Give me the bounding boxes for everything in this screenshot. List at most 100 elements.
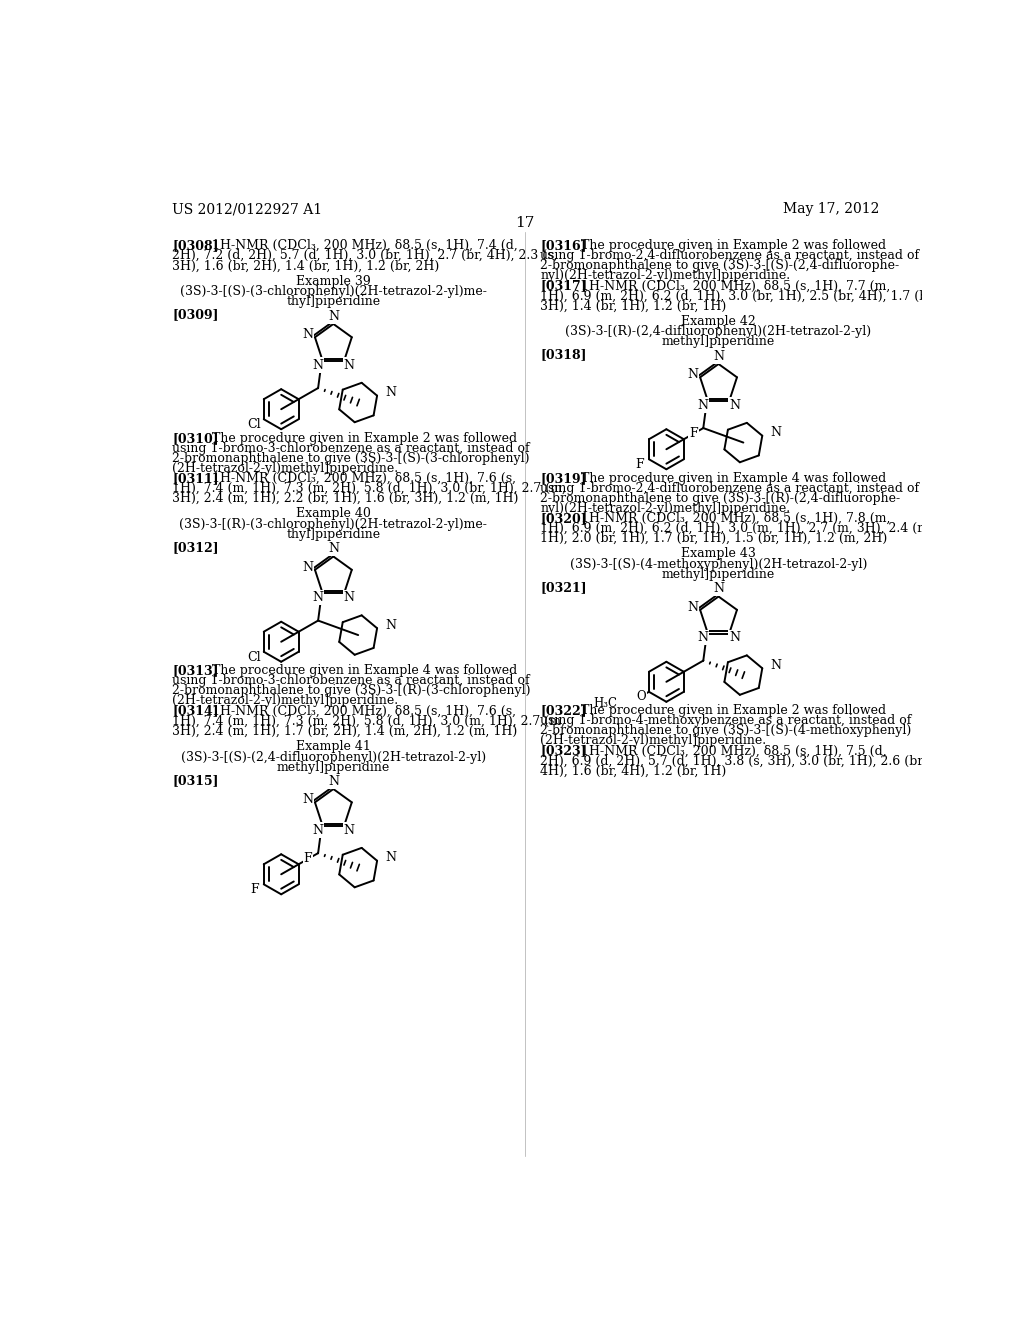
Text: methyl]piperidine: methyl]piperidine [662,568,775,581]
Text: [0318]: [0318] [541,348,587,362]
Text: [0316]: [0316] [541,239,587,252]
Text: (2H-tetrazol-2-yl)methyl]piperidine.: (2H-tetrazol-2-yl)methyl]piperidine. [541,734,766,747]
Text: N: N [385,387,396,399]
Text: Example 39: Example 39 [296,275,371,288]
Text: 3H), 1.6 (br, 2H), 1.4 (br, 1H), 1.2 (br, 2H): 3H), 1.6 (br, 2H), 1.4 (br, 1H), 1.2 (br… [172,259,439,272]
Text: N: N [687,601,698,614]
Text: 1H), 2.0 (br, 1H), 1.7 (br, 1H), 1.5 (br, 1H), 1.2 (m, 2H): 1H), 2.0 (br, 1H), 1.7 (br, 1H), 1.5 (br… [541,532,888,545]
Text: N: N [302,329,313,342]
Text: 1H), 7.4 (m, 1H), 7.3 (m, 2H), 5.8 (d, 1H), 3.0 (br, 1H), 2.7 (m,: 1H), 7.4 (m, 1H), 7.3 (m, 2H), 5.8 (d, 1… [172,482,566,495]
Text: Example 40: Example 40 [296,507,371,520]
Text: Cl: Cl [248,651,261,664]
Text: 1H-NMR (CDCl₃, 200 MHz), δ8.5 (s, 1H), 7.4 (d,: 1H-NMR (CDCl₃, 200 MHz), δ8.5 (s, 1H), 7… [212,239,518,252]
Text: N: N [344,824,355,837]
Text: 1H-NMR (CDCl₃, 200 MHz), δ8.5 (s, 1H), 7.6 (s,: 1H-NMR (CDCl₃, 200 MHz), δ8.5 (s, 1H), 7… [212,471,516,484]
Text: [0311]: [0311] [172,471,219,484]
Text: US 2012/0122927 A1: US 2012/0122927 A1 [172,202,323,216]
Text: [0310]: [0310] [172,432,219,445]
Text: (2H-tetrazol-2-yl)methyl]piperidine.: (2H-tetrazol-2-yl)methyl]piperidine. [172,694,398,708]
Text: [0319]: [0319] [541,471,587,484]
Text: [0320]: [0320] [541,512,587,525]
Text: [0314]: [0314] [172,705,219,717]
Text: N: N [713,350,724,363]
Text: N: N [344,591,355,605]
Text: N: N [312,824,323,837]
Text: [0321]: [0321] [541,581,587,594]
Text: [0317]: [0317] [541,280,587,292]
Text: H₃C: H₃C [593,697,617,710]
Text: N: N [770,659,781,672]
Text: N: N [302,793,313,807]
Text: 2-bromonaphthalene to give (3S)-3-[(S)-(4-methoxyphenyl): 2-bromonaphthalene to give (3S)-3-[(S)-(… [541,725,911,738]
Text: (3S)-3-[(R)-(3-chlorophenyl)(2H-tetrazol-2-yl)me-: (3S)-3-[(R)-(3-chlorophenyl)(2H-tetrazol… [179,517,487,531]
Text: 1H-NMR (CDCl₃, 200 MHz), δ8.5 (s, 1H), 7.7 (m,: 1H-NMR (CDCl₃, 200 MHz), δ8.5 (s, 1H), 7… [581,280,890,292]
Text: 4H), 1.6 (br, 4H), 1.2 (br, 1H): 4H), 1.6 (br, 4H), 1.2 (br, 1H) [541,764,727,777]
Text: [0309]: [0309] [172,309,219,322]
Text: [0315]: [0315] [172,774,219,787]
Text: methyl]piperidine: methyl]piperidine [276,760,390,774]
Text: 3H), 2.4 (m, 1H), 1.7 (br, 2H), 1.4 (m, 2H), 1.2 (m, 1H): 3H), 2.4 (m, 1H), 1.7 (br, 2H), 1.4 (m, … [172,725,517,738]
Text: [0323]: [0323] [541,744,587,758]
Text: N: N [302,561,313,574]
Text: May 17, 2012: May 17, 2012 [783,202,880,216]
Text: using 1-bromo-4-methoxybenzene as a reactant, instead of: using 1-bromo-4-methoxybenzene as a reac… [541,714,911,727]
Text: 1H-NMR (CDCl₃, 200 MHz), δ8.5 (s, 1H), 7.5 (d,: 1H-NMR (CDCl₃, 200 MHz), δ8.5 (s, 1H), 7… [581,744,886,758]
Text: nyl)(2H-tetrazol-2-yl)methyl]piperidine.: nyl)(2H-tetrazol-2-yl)methyl]piperidine. [541,502,791,515]
Text: 2-bromonaphthalene to give (3S)-3-[(R)-(3-chlorophenyl): 2-bromonaphthalene to give (3S)-3-[(R)-(… [172,684,530,697]
Text: 2-bromonaphthalene to give (3S)-3-[(S)-(2,4-difluorophe-: 2-bromonaphthalene to give (3S)-3-[(S)-(… [541,259,899,272]
Text: methyl]piperidine: methyl]piperidine [662,335,775,348]
Text: 1H-NMR (CDCl₃, 200 MHz), δ8.5 (s, 1H), 7.8 (m,: 1H-NMR (CDCl₃, 200 MHz), δ8.5 (s, 1H), 7… [581,512,890,525]
Text: N: N [312,359,323,371]
Text: using 1-bromo-3-chlorobenzene as a reactant, instead of: using 1-bromo-3-chlorobenzene as a react… [172,675,529,688]
Text: [0308]: [0308] [172,239,219,252]
Text: [0322]: [0322] [541,705,587,717]
Text: using 1-bromo-3-chlorobenzene as a reactant, instead of: using 1-bromo-3-chlorobenzene as a react… [172,442,529,455]
Text: [0312]: [0312] [172,541,219,554]
Text: The procedure given in Example 2 was followed: The procedure given in Example 2 was fol… [581,705,886,717]
Text: N: N [729,631,740,644]
Text: The procedure given in Example 2 was followed: The procedure given in Example 2 was fol… [212,432,517,445]
Text: 1H), 7.4 (m, 1H), 7.3 (m, 2H), 5.8 (d, 1H), 3.0 (m, 1H), 2.7 (m,: 1H), 7.4 (m, 1H), 7.3 (m, 2H), 5.8 (d, 1… [172,714,565,727]
Text: Example 41: Example 41 [296,739,371,752]
Text: F: F [689,428,697,441]
Text: N: N [697,631,709,644]
Text: N: N [713,582,724,595]
Text: N: N [770,426,781,440]
Text: 2-bromonaphthalene to give (3S)-3-[(S)-(3-chlorophenyl): 2-bromonaphthalene to give (3S)-3-[(S)-(… [172,451,529,465]
Text: N: N [328,775,339,788]
Text: (3S)-3-[(S)-(2,4-difluorophenyl)(2H-tetrazol-2-yl): (3S)-3-[(S)-(2,4-difluorophenyl)(2H-tetr… [181,751,486,763]
Text: using 1-bromo-2,4-difluorobenzene as a reactant, instead of: using 1-bromo-2,4-difluorobenzene as a r… [541,482,920,495]
Text: N: N [729,399,740,412]
Text: N: N [385,851,396,865]
Text: using 1-bromo-2,4-difluorobenzene as a reactant, instead of: using 1-bromo-2,4-difluorobenzene as a r… [541,249,920,263]
Text: N: N [697,399,709,412]
Text: The procedure given in Example 4 was followed: The procedure given in Example 4 was fol… [581,471,886,484]
Text: 2H), 6.9 (d, 2H), 5.7 (d, 1H), 3.8 (s, 3H), 3.0 (br, 1H), 2.6 (br,: 2H), 6.9 (d, 2H), 5.7 (d, 1H), 3.8 (s, 3… [541,755,926,767]
Text: 3H), 2.4 (m, 1H), 2.2 (br, 1H), 1.6 (br, 3H), 1.2 (m, 1H): 3H), 2.4 (m, 1H), 2.2 (br, 1H), 1.6 (br,… [172,492,518,504]
Text: N: N [328,310,339,323]
Text: O: O [636,690,646,704]
Text: The procedure given in Example 4 was followed: The procedure given in Example 4 was fol… [212,664,518,677]
Text: (3S)-3-[(R)-(2,4-difluorophenyl)(2H-tetrazol-2-yl): (3S)-3-[(R)-(2,4-difluorophenyl)(2H-tetr… [565,326,871,338]
Text: 17: 17 [515,216,535,230]
Text: (3S)-3-[(S)-(4-methoxyphenyl)(2H-tetrazol-2-yl): (3S)-3-[(S)-(4-methoxyphenyl)(2H-tetrazo… [570,558,867,572]
Text: [0313]: [0313] [172,664,219,677]
Text: 2H), 7.2 (d, 2H), 5.7 (d, 1H), 3.0 (br, 1H), 2.7 (br, 4H), 2.3 (s,: 2H), 7.2 (d, 2H), 5.7 (d, 1H), 3.0 (br, … [172,249,558,263]
Text: N: N [385,619,396,632]
Text: F: F [635,458,644,471]
Text: nyl)(2H-tetrazol-2-yl)methyl]piperidine.: nyl)(2H-tetrazol-2-yl)methyl]piperidine. [541,269,791,282]
Text: Example 43: Example 43 [681,548,756,560]
Text: Cl: Cl [248,418,261,432]
Text: N: N [344,359,355,371]
Text: 1H), 6.9 (m, 2H), 6.2 (d, 1H), 3.0 (m, 1H), 2.7 (m, 3H), 2.4 (m,: 1H), 6.9 (m, 2H), 6.2 (d, 1H), 3.0 (m, 1… [541,521,933,535]
Text: 1H), 6.9 (m, 2H), 6.2 (d, 1H), 3.0 (br, 1H), 2.5 (br, 4H), 1.7 (br,: 1H), 6.9 (m, 2H), 6.2 (d, 1H), 3.0 (br, … [541,289,936,302]
Text: thyl]piperidine: thyl]piperidine [287,296,381,309]
Text: 1H-NMR (CDCl₃, 200 MHz), δ8.5 (s, 1H), 7.6 (s,: 1H-NMR (CDCl₃, 200 MHz), δ8.5 (s, 1H), 7… [212,705,516,717]
Text: The procedure given in Example 2 was followed: The procedure given in Example 2 was fol… [581,239,886,252]
Text: 2-bromonaphthalene to give (3S)-3-[(R)-(2,4-difluorophe-: 2-bromonaphthalene to give (3S)-3-[(R)-(… [541,492,900,504]
Text: F: F [304,853,312,866]
Text: N: N [328,543,339,556]
Text: F: F [250,883,259,896]
Text: Example 42: Example 42 [681,314,756,327]
Text: thyl]piperidine: thyl]piperidine [287,528,381,541]
